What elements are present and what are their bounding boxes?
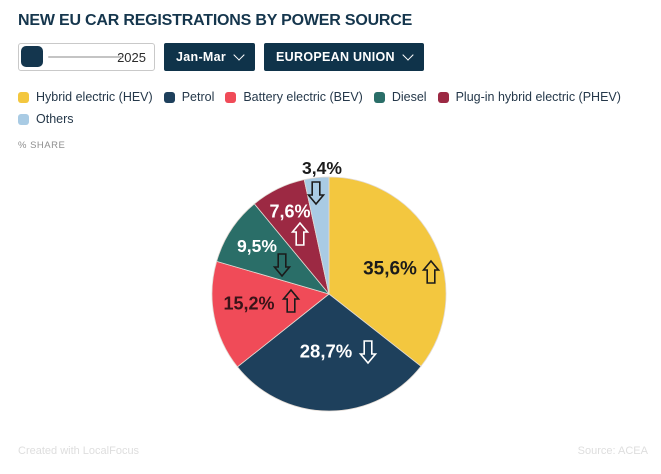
legend-item-others[interactable]: Others bbox=[18, 112, 74, 127]
legend-swatch-petrol bbox=[163, 92, 175, 103]
chevron-down-icon bbox=[402, 49, 414, 61]
slice-label-others: 3,4% bbox=[302, 158, 342, 178]
slice-label-phev: 7,6% bbox=[269, 201, 310, 221]
pie-slice-petrol[interactable] bbox=[236, 293, 422, 412]
slice-label-petrol: 28,7% bbox=[300, 340, 352, 361]
chart-widget: NEW EU CAR REGISTRATIONS BY POWER SOURCE… bbox=[0, 12, 661, 457]
pie-slice-hev[interactable] bbox=[328, 176, 447, 367]
trend-down-arrow-others bbox=[306, 181, 326, 206]
legend-swatch-phev bbox=[437, 92, 449, 103]
chevron-down-icon bbox=[233, 49, 245, 61]
legend-label-bev: Battery electric (BEV) bbox=[243, 90, 363, 104]
pie-slice-others[interactable] bbox=[303, 176, 330, 295]
pie-slice-bev[interactable] bbox=[211, 260, 330, 368]
trend-down-arrow-petrol bbox=[358, 340, 378, 365]
legend-swatch-diesel bbox=[373, 92, 385, 103]
credit-text: Created with LocalFocus bbox=[18, 445, 140, 457]
slice-label-hev: 35,6% bbox=[363, 259, 417, 280]
legend-label-diesel: Diesel bbox=[391, 90, 427, 104]
unit-note: % SHARE bbox=[18, 140, 66, 151]
slider-track[interactable] bbox=[48, 56, 122, 58]
legend-label-phev: Plug-in hybrid electric (PHEV) bbox=[455, 90, 621, 104]
trend-up-arrow-hev bbox=[421, 259, 441, 284]
slice-label-diesel: 9,5% bbox=[237, 236, 277, 256]
pie-chart: 35,6% 28,7% 15,2% 9,5% 7,6% 3,4% bbox=[211, 158, 447, 412]
legend-item-diesel[interactable]: Diesel bbox=[373, 90, 427, 105]
period-dropdown-label: Jan-Mar bbox=[176, 50, 227, 64]
legend-label-others: Others bbox=[36, 112, 74, 126]
slider-handle[interactable] bbox=[21, 46, 43, 67]
region-dropdown-label: EUROPEAN UNION bbox=[276, 50, 395, 64]
legend-item-hev[interactable]: Hybrid electric (HEV) bbox=[18, 90, 153, 105]
period-dropdown[interactable]: Jan-Mar bbox=[164, 43, 256, 71]
year-slider[interactable]: 2025 bbox=[18, 43, 155, 71]
legend-swatch-others bbox=[18, 114, 29, 125]
chart-legend: Hybrid electric (HEV) Petrol Battery ele… bbox=[18, 90, 647, 127]
controls-bar: 2025 Jan-Mar EUROPEAN UNION bbox=[18, 43, 661, 71]
legend-item-petrol[interactable]: Petrol bbox=[163, 90, 215, 105]
trend-down-arrow-diesel bbox=[272, 253, 292, 278]
slice-label-bev: 15,2% bbox=[223, 293, 274, 313]
trend-up-arrow-bev bbox=[281, 288, 301, 313]
legend-label-petrol: Petrol bbox=[181, 90, 215, 104]
region-dropdown[interactable]: EUROPEAN UNION bbox=[264, 43, 424, 71]
legend-swatch-bev bbox=[225, 92, 237, 103]
legend-item-phev[interactable]: Plug-in hybrid electric (PHEV) bbox=[437, 90, 621, 105]
source-text: Source: ACEA bbox=[577, 445, 648, 457]
footer: Created with LocalFocus Source: ACEA bbox=[18, 445, 648, 457]
trend-up-arrow-phev bbox=[290, 221, 310, 246]
year-value: 2025 bbox=[117, 49, 146, 65]
legend-label-hev: Hybrid electric (HEV) bbox=[36, 90, 153, 104]
legend-item-bev[interactable]: Battery electric (BEV) bbox=[225, 90, 363, 105]
legend-swatch-hev bbox=[18, 92, 29, 103]
page-title: NEW EU CAR REGISTRATIONS BY POWER SOURCE bbox=[18, 12, 413, 29]
